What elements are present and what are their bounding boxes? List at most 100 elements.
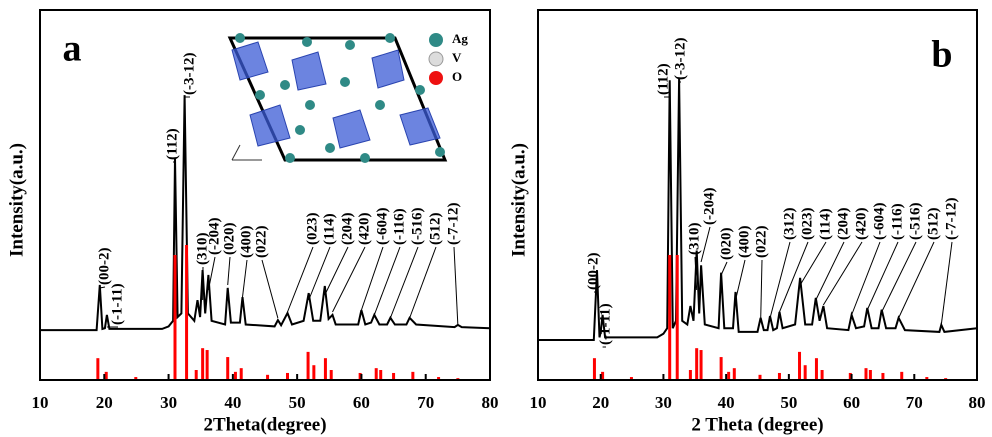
legend-label: Ag [452, 31, 468, 46]
leader-line [769, 241, 791, 319]
axis-arrow [231, 144, 241, 161]
x-tick-label: 50 [780, 393, 797, 412]
leader-line [822, 241, 863, 306]
leader-line [881, 241, 917, 313]
plot-frame [39, 9, 491, 381]
legend-label: O [452, 69, 462, 84]
peak-label: (-116) [889, 203, 905, 240]
peak-label: (114) [321, 213, 337, 245]
peak-label: (112) [164, 128, 180, 160]
leader-line [453, 246, 459, 326]
leader-line [261, 259, 279, 319]
x-tick-label: 70 [417, 393, 434, 412]
x-axis-label: 2 Theta (degree) [691, 414, 823, 435]
leader-line [360, 246, 384, 311]
peak-label: (00-2) [585, 253, 601, 291]
peak-label: (-3-12) [672, 38, 688, 80]
x-tick-label: 60 [843, 393, 860, 412]
leader-line [242, 259, 248, 298]
leader-line [409, 246, 437, 319]
leader-line [815, 241, 845, 301]
x-tick-label: 10 [32, 393, 49, 412]
peak-label: (512) [427, 213, 443, 246]
peak-label: (420) [356, 213, 372, 246]
x-tick-label: 30 [655, 393, 672, 412]
y-axis-label: Intensity(a.u.) [508, 143, 529, 257]
x-tick-label: 80 [482, 393, 499, 412]
peak-label: (-204) [701, 188, 717, 226]
peak-label: (310) [686, 223, 702, 256]
peak-label: (-7-12) [943, 198, 959, 240]
peak-label: (400) [238, 226, 254, 259]
leader-line [99, 286, 106, 289]
leader-line [227, 256, 231, 286]
peak-label: (022) [753, 226, 769, 259]
peak-label: (-604) [871, 203, 887, 241]
peak-label: (-1-11) [109, 283, 125, 325]
leader-line [373, 246, 401, 316]
peak-label: (-516) [907, 203, 923, 241]
leader-line [735, 259, 746, 301]
x-tick-label: 70 [906, 393, 923, 412]
leader-line [940, 241, 953, 326]
peak-label: (204) [835, 208, 851, 241]
legend-ag [429, 33, 443, 47]
peak-label: (-1-11) [597, 303, 613, 345]
x-tick-label: 50 [289, 393, 306, 412]
polyhedron [371, 49, 405, 89]
peak-label: (023) [799, 208, 815, 241]
x-tick-label: 10 [530, 393, 547, 412]
polyhedron [332, 109, 371, 149]
leader-line [898, 241, 935, 319]
peak-label: (-116) [391, 208, 407, 245]
leader-line [694, 256, 698, 291]
peak-label: (022) [253, 226, 269, 259]
peak-label: (114) [817, 208, 833, 240]
x-tick-label: 20 [96, 393, 113, 412]
x-tick-label: 80 [969, 393, 986, 412]
peak-label: (204) [339, 213, 355, 246]
leader-line [207, 256, 216, 291]
peak-label: (-204) [206, 218, 222, 256]
leader-line [287, 246, 314, 313]
panel-letter: a [63, 28, 82, 70]
xrd-curve [538, 78, 978, 341]
peak-label: (-7-12) [445, 203, 461, 245]
peak-label: (020) [718, 228, 734, 261]
leader-line [700, 226, 711, 263]
leader-line [308, 246, 331, 301]
x-tick-label: 40 [718, 393, 735, 412]
panel-letter: b [931, 34, 952, 76]
peak-label: (310) [194, 233, 210, 266]
peak-label: (020) [221, 223, 237, 256]
peak-label: (-3-12) [181, 53, 197, 95]
ag-atoms [235, 33, 445, 163]
leader-line [760, 259, 763, 323]
inset-structure: Ag V O [227, 31, 468, 163]
peak-label: (312) [781, 208, 797, 241]
leader-line [799, 241, 827, 286]
polyhedron [399, 107, 441, 146]
peak-label: (023) [304, 213, 320, 246]
leader-line [851, 241, 881, 316]
x-axis-label: 2Theta(degree) [203, 414, 326, 435]
leader-line [866, 241, 899, 311]
peak-label: (400) [736, 226, 752, 259]
x-tick-label: 20 [592, 393, 609, 412]
peak-label: (-604) [374, 208, 390, 246]
legend-v [428, 51, 444, 67]
peak-label: (112) [655, 63, 671, 95]
plot-frame [537, 9, 978, 381]
leader-line [389, 246, 419, 319]
peak-label: (-516) [409, 208, 425, 246]
leader-line [332, 246, 366, 313]
peak-label: (420) [853, 208, 869, 241]
legend-label: V [452, 50, 462, 65]
polyhedron [291, 51, 327, 91]
polyhedron [249, 104, 291, 147]
leader-line [324, 246, 349, 296]
x-tick-label: 60 [353, 393, 370, 412]
peak-label: (00-2) [96, 248, 112, 286]
